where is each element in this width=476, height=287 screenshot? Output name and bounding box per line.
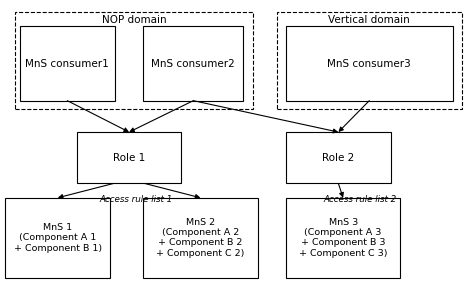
Text: MnS consumer1: MnS consumer1 (25, 59, 109, 69)
Text: Role 2: Role 2 (322, 153, 354, 163)
Text: MnS 1
(Component A 1
+ Component B 1): MnS 1 (Component A 1 + Component B 1) (14, 223, 101, 253)
FancyBboxPatch shape (286, 132, 390, 183)
Text: NOP domain: NOP domain (101, 15, 166, 25)
Text: Vertical domain: Vertical domain (328, 15, 409, 25)
FancyBboxPatch shape (276, 12, 461, 109)
Text: Access rule list 1: Access rule list 1 (99, 195, 172, 204)
FancyBboxPatch shape (77, 132, 181, 183)
Text: Access rule list 2: Access rule list 2 (322, 195, 396, 204)
Text: MnS 3
(Component A 3
+ Component B 3
+ Component C 3): MnS 3 (Component A 3 + Component B 3 + C… (298, 218, 387, 258)
FancyBboxPatch shape (286, 26, 452, 101)
FancyBboxPatch shape (143, 26, 243, 101)
FancyBboxPatch shape (20, 26, 115, 101)
FancyBboxPatch shape (286, 198, 399, 278)
Text: MnS 2
(Component A 2
+ Component B 2
+ Component C 2): MnS 2 (Component A 2 + Component B 2 + C… (156, 218, 244, 258)
Text: Role 1: Role 1 (113, 153, 145, 163)
FancyBboxPatch shape (15, 12, 252, 109)
Text: MnS consumer3: MnS consumer3 (327, 59, 410, 69)
Text: MnS consumer2: MnS consumer2 (151, 59, 235, 69)
FancyBboxPatch shape (143, 198, 257, 278)
FancyBboxPatch shape (5, 198, 110, 278)
